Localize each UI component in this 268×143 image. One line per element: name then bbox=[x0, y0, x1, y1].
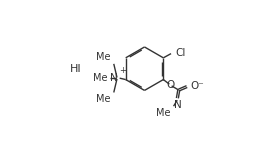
Text: O⁻: O⁻ bbox=[190, 81, 204, 91]
Text: O: O bbox=[166, 80, 175, 90]
Text: Me: Me bbox=[92, 73, 107, 83]
Text: HI: HI bbox=[70, 64, 82, 74]
Text: Cl: Cl bbox=[175, 48, 185, 58]
Text: Me: Me bbox=[156, 108, 170, 118]
Text: Me: Me bbox=[96, 94, 111, 104]
Text: Me: Me bbox=[96, 52, 111, 62]
Text: +: + bbox=[119, 66, 126, 75]
Text: N: N bbox=[174, 100, 181, 110]
Text: N: N bbox=[110, 73, 118, 83]
